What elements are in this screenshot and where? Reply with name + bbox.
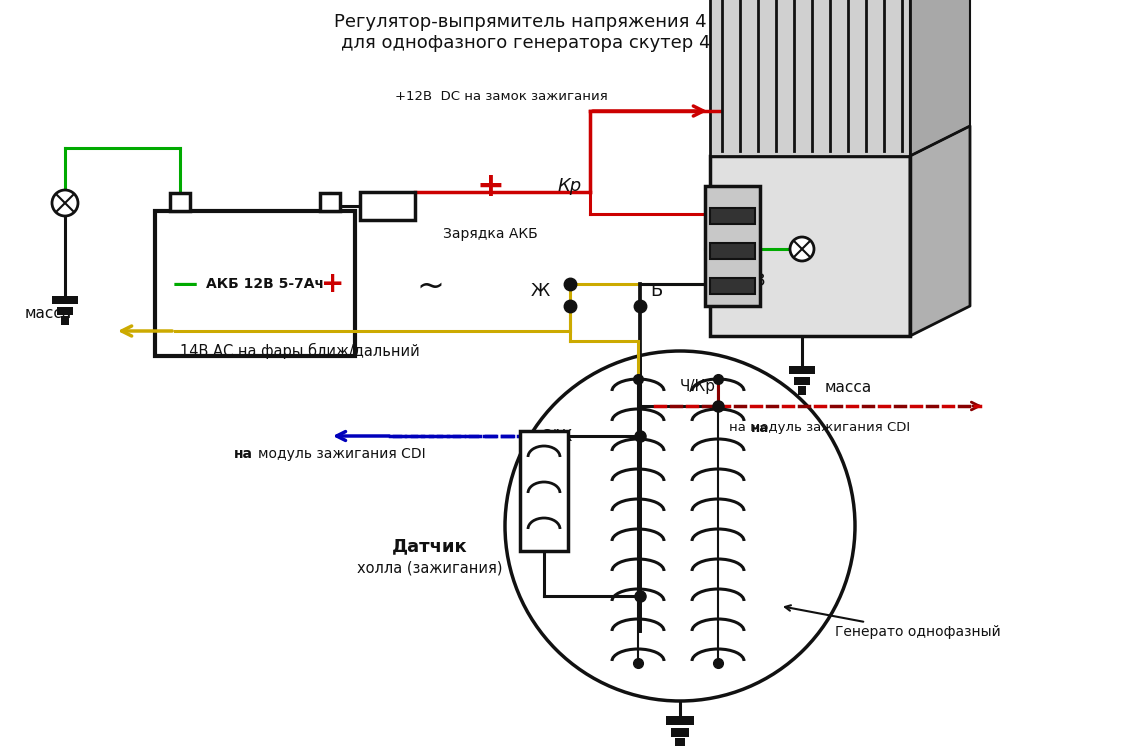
Bar bbox=[793, 377, 811, 385]
Text: Кр: Кр bbox=[557, 177, 583, 195]
Bar bbox=[360, 192, 415, 220]
Bar bbox=[170, 193, 190, 211]
Text: Датчик: Датчик bbox=[392, 537, 467, 555]
Bar bbox=[51, 296, 79, 304]
Text: 10А: 10А bbox=[374, 196, 401, 210]
Text: +: + bbox=[321, 269, 344, 298]
Text: холла (зажигания): холла (зажигания) bbox=[357, 560, 503, 575]
Text: +: + bbox=[477, 169, 504, 202]
Text: —: — bbox=[172, 272, 197, 295]
Bar bbox=[789, 366, 815, 374]
Text: Б: Б bbox=[650, 282, 662, 300]
Text: З: З bbox=[755, 272, 766, 290]
Bar bbox=[60, 316, 70, 325]
Circle shape bbox=[52, 190, 78, 216]
Text: на модуль зажигания CDI: на модуль зажигания CDI bbox=[730, 421, 911, 434]
Bar bbox=[320, 193, 340, 211]
Bar bbox=[666, 716, 694, 725]
Bar bbox=[710, 0, 910, 156]
Polygon shape bbox=[910, 0, 970, 156]
Text: 14В АС на фары ближ/дальний: 14В АС на фары ближ/дальний bbox=[180, 343, 420, 359]
Text: С/Ж: С/Ж bbox=[540, 428, 572, 444]
Bar bbox=[705, 186, 760, 306]
Text: на: на bbox=[751, 421, 770, 434]
Bar bbox=[798, 386, 806, 395]
Text: Генерато однофазный: Генерато однофазный bbox=[785, 605, 1001, 639]
Text: на: на bbox=[234, 447, 253, 461]
Text: масса: масса bbox=[825, 380, 872, 395]
Text: АКБ 12В 5-7Ач: АКБ 12В 5-7Ач bbox=[206, 277, 324, 290]
Bar bbox=[155, 211, 355, 356]
Bar bbox=[710, 208, 755, 224]
Bar bbox=[671, 727, 689, 737]
Bar bbox=[520, 431, 568, 551]
Circle shape bbox=[505, 351, 855, 701]
Bar bbox=[710, 243, 755, 259]
Text: масса: масса bbox=[25, 307, 72, 322]
Text: Ч/Кр: Ч/Кр bbox=[679, 378, 716, 393]
Text: для однофазного генератора скутер 4Т (Китай): для однофазного генератора скутер 4Т (Ки… bbox=[341, 34, 799, 52]
Text: Регулятор-выпрямитель напряжения 4 контакта,: Регулятор-выпрямитель напряжения 4 конта… bbox=[334, 13, 806, 31]
Text: ~: ~ bbox=[416, 269, 443, 302]
Text: Зарядка АКБ: Зарядка АКБ bbox=[442, 227, 537, 241]
Bar bbox=[710, 156, 910, 336]
Bar bbox=[675, 738, 684, 746]
Bar bbox=[57, 307, 73, 316]
Circle shape bbox=[790, 237, 814, 261]
Text: +12В  DC на замок зажигания: +12В DC на замок зажигания bbox=[394, 90, 608, 102]
Text: модуль зажигания CDI: модуль зажигания CDI bbox=[258, 447, 425, 461]
Bar bbox=[710, 278, 755, 294]
Text: Ж: Ж bbox=[530, 282, 549, 300]
Polygon shape bbox=[910, 126, 970, 336]
